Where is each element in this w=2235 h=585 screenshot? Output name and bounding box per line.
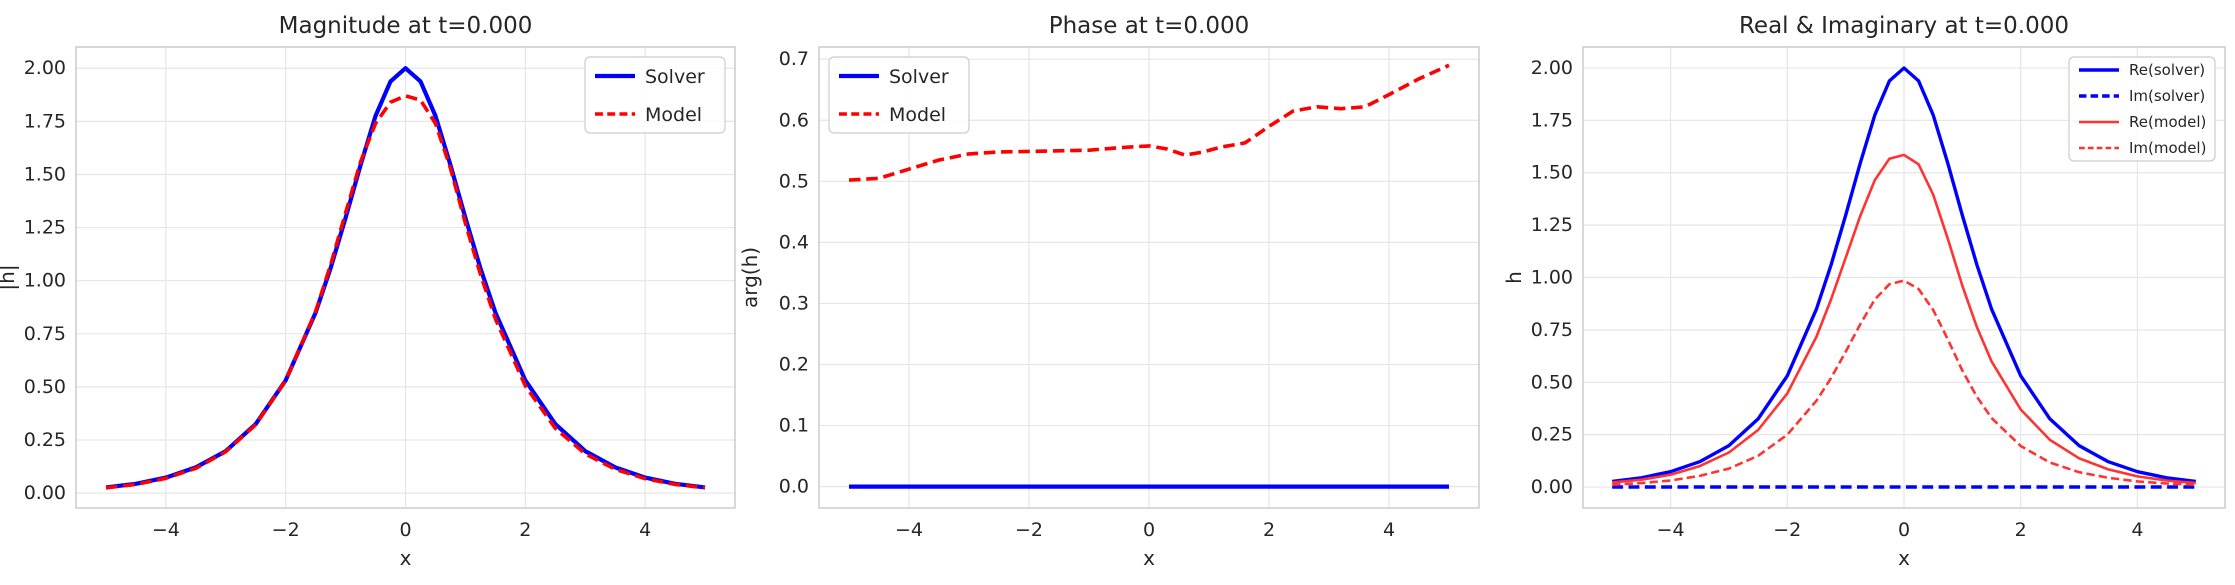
y-tick-label: 0.0 (779, 476, 809, 498)
series-line-im-model- (1612, 279, 2196, 486)
y-tick-label: 0.75 (1531, 319, 1573, 341)
x-tick-label: 4 (1383, 519, 1395, 541)
chart-title: Real & Imaginary at t=0.000 (1739, 13, 2069, 39)
x-tick-label: 2 (1263, 519, 1275, 541)
x-axis-label: x (400, 546, 412, 570)
y-tick-label: 0.4 (779, 231, 809, 253)
series-line-re-model- (1612, 153, 2196, 485)
y-tick-label: 0.50 (1531, 371, 1573, 393)
y-tick-label: 1.00 (24, 270, 66, 292)
x-tick-label: 2 (519, 519, 531, 541)
x-tick-label: −4 (895, 519, 923, 541)
y-tick-label: 1.50 (1531, 162, 1573, 184)
x-tick-label: −2 (1015, 519, 1043, 541)
y-tick-label: 2.00 (24, 57, 66, 79)
y-axis-label: |h| (0, 264, 19, 290)
x-tick-label: −4 (152, 519, 180, 541)
y-tick-label: 0.1 (779, 415, 809, 437)
legend-label: Im(model) (2129, 139, 2206, 157)
y-tick-label: 0.5 (779, 170, 809, 192)
y-axis-label: h (1502, 271, 1526, 284)
legend-box (2068, 56, 2216, 162)
chart-title: Magnitude at t=0.000 (279, 13, 533, 39)
y-tick-label: 2.00 (1531, 57, 1573, 79)
x-tick-label: −2 (272, 519, 300, 541)
y-tick-label: 0.00 (24, 482, 66, 504)
series-group (1611, 66, 2197, 489)
real-imaginary-panel: −4 −2 0 2 4 0.00 0.25 0.50 0.75 1.00 1.25 1.50 1.75 2… (1502, 13, 2226, 570)
y-tick-label: 1.75 (1531, 109, 1573, 131)
y-tick-label: 0.00 (1531, 476, 1573, 498)
x-axis-label: x (1898, 546, 1910, 570)
y-tick-label: 0.75 (24, 323, 66, 345)
y-tick-label: 0.6 (779, 109, 809, 131)
plot-frame (1582, 46, 2226, 509)
y-axis-label: arg(h) (738, 247, 762, 308)
legend-label: Model (645, 104, 702, 126)
chart-title: Phase at t=0.000 (1049, 13, 1250, 39)
legend-label: Model (889, 104, 946, 126)
plot-frame (75, 46, 736, 509)
x-tick-label: 0 (1898, 519, 1910, 541)
x-tick-label: 2 (2015, 519, 2027, 541)
series-group (848, 63, 1450, 489)
series-line-model (848, 63, 1450, 182)
y-tick-label: 0.50 (24, 376, 66, 398)
x-axis-label: x (1143, 546, 1155, 570)
y-tick-label: 1.75 (24, 110, 66, 132)
magnitude-panel: −4 −2 0 2 4 0.00 0.25 0.50 0.75 1.00 1.25 1.50 1.75 2… (0, 13, 736, 570)
legend-label: Solver (889, 66, 949, 88)
x-tick-label: −4 (1657, 519, 1685, 541)
x-tick-label: −2 (1773, 519, 1801, 541)
legend-label: Re(model) (2129, 113, 2206, 131)
y-tick-label: 0.2 (779, 354, 809, 376)
y-tick-label: 1.25 (1531, 214, 1573, 236)
legend: Solver Model (584, 56, 726, 134)
legend-label: Im(solver) (2129, 87, 2205, 105)
y-tick-label: 0.7 (779, 48, 809, 70)
y-tick-label: 1.00 (1531, 267, 1573, 289)
legend-label: Re(solver) (2129, 61, 2205, 79)
phase-panel: −4 −2 0 2 4 0.0 0.1 0.2 0.3 0.4 0.5 0.6 0.7 x arg(h) Ph… (738, 13, 1480, 570)
plot-frame (818, 46, 1480, 509)
y-tick-label: 1.50 (24, 163, 66, 185)
legend: Solver Model (828, 56, 970, 134)
legend: Re(solver) Im(solver) Re(model) Im(model) (2068, 56, 2216, 162)
x-tick-label: 4 (639, 519, 651, 541)
y-tick-label: 1.25 (24, 217, 66, 239)
series-line-re-solver- (1611, 66, 2197, 484)
y-tick-label: 0.25 (24, 429, 66, 451)
x-tick-label: 0 (1143, 519, 1155, 541)
legend-label: Solver (645, 66, 705, 88)
x-tick-label: 0 (399, 519, 411, 541)
y-tick-label: 0.3 (779, 292, 809, 314)
y-tick-label: 0.25 (1531, 424, 1573, 446)
series-group (105, 66, 706, 490)
series-line-model (105, 94, 706, 490)
x-tick-label: 4 (2131, 519, 2143, 541)
